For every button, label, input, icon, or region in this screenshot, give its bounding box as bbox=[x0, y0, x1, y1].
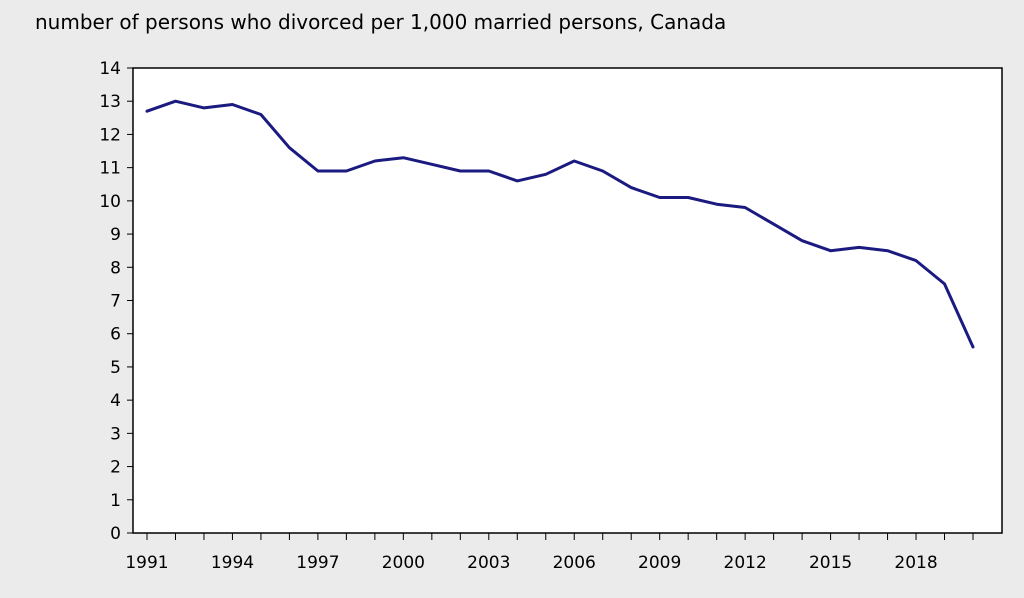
y-axis-title: number of persons who divorced per 1,000… bbox=[35, 10, 727, 34]
y-tick-label: 11 bbox=[99, 159, 121, 179]
x-tick-label: 2003 bbox=[467, 553, 510, 573]
y-tick-label: 9 bbox=[110, 225, 121, 245]
y-tick-label: 4 bbox=[110, 391, 121, 411]
x-tick-label: 2018 bbox=[894, 553, 937, 573]
y-tick-label: 0 bbox=[110, 524, 121, 544]
y-tick-label: 2 bbox=[110, 458, 121, 478]
plot-area bbox=[132, 67, 1003, 534]
series-line bbox=[145, 99, 975, 349]
y-tick-label: 6 bbox=[110, 325, 121, 345]
y-tick-label: 8 bbox=[110, 258, 121, 278]
x-tick-label: 2015 bbox=[809, 553, 852, 573]
y-tick-label: 1 bbox=[110, 491, 121, 511]
y-tick-label: 7 bbox=[110, 292, 121, 312]
y-tick-label: 10 bbox=[99, 192, 121, 212]
x-tick-label: 2006 bbox=[553, 553, 596, 573]
x-tick-label: 2000 bbox=[382, 553, 425, 573]
y-tick-label: 13 bbox=[99, 92, 121, 112]
x-tick-label: 2009 bbox=[638, 553, 681, 573]
x-tick-label: 1997 bbox=[296, 553, 339, 573]
x-tick-label: 1994 bbox=[211, 553, 254, 573]
x-tick-label: 1991 bbox=[125, 553, 168, 573]
y-tick-label: 12 bbox=[99, 125, 121, 145]
y-tick-label: 14 bbox=[99, 59, 121, 79]
x-tick-label: 2012 bbox=[724, 553, 767, 573]
y-tick-label: 3 bbox=[110, 424, 121, 444]
y-tick-label: 5 bbox=[110, 358, 121, 378]
